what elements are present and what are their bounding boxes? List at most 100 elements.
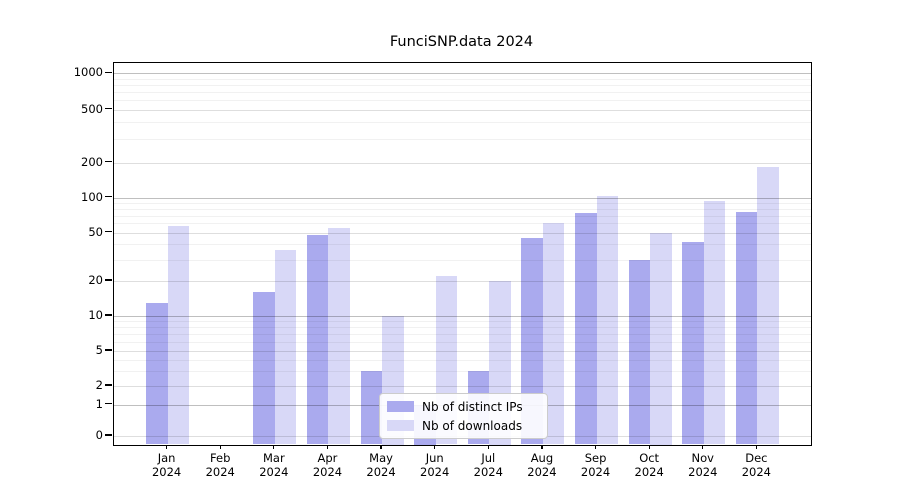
- bar-jan-distinct-ips: [146, 302, 168, 445]
- y-tick-mark: [105, 402, 112, 405]
- bar-apr-downloads: [328, 227, 350, 445]
- y-tick-label: 500: [81, 101, 103, 116]
- x-tick-label: Nov 2024: [688, 451, 718, 479]
- y-tick-label: 2: [95, 378, 103, 392]
- x-tick-mark: [219, 444, 221, 450]
- x-tick-label: Sep 2024: [580, 451, 611, 479]
- chart-title: FunciSNP.data 2024: [389, 34, 534, 50]
- y-gridline-minor: [114, 370, 811, 372]
- x-tick-label: Mar 2024: [259, 451, 289, 479]
- x-tick-mark: [648, 444, 650, 450]
- y-tick-label: 0: [95, 428, 103, 442]
- y-gridline-minor: [114, 78, 811, 80]
- bar-jan-downloads: [167, 225, 190, 445]
- x-tick-mark: [273, 444, 275, 450]
- y-gridline-minor: [114, 223, 811, 225]
- y-gridline: [114, 281, 811, 282]
- y-gridline-minor: [114, 215, 811, 217]
- y-tick-mark: [105, 71, 112, 73]
- y-tick-label: 1: [95, 396, 103, 411]
- bar-aug-distinct-ips: [521, 238, 543, 445]
- y-tick-mark: [105, 434, 112, 436]
- bar-aug-downloads: [542, 223, 565, 445]
- x-tick-mark: [434, 444, 436, 450]
- legend-swatch-downloads: [387, 420, 414, 431]
- x-tick-label: Feb 2024: [205, 451, 235, 479]
- y-tick-mark: [105, 160, 112, 163]
- y-tick-label: 20: [88, 273, 103, 287]
- y-tick-mark: [105, 314, 112, 316]
- y-gridline: [114, 109, 811, 111]
- y-gridline-minor: [114, 359, 811, 361]
- x-tick-mark: [755, 444, 758, 450]
- legend-label: Nb of downloads: [422, 418, 523, 433]
- bar-nov-distinct-ips: [682, 241, 704, 445]
- y-tick-label: 5: [95, 343, 103, 357]
- y-gridline-minor: [114, 122, 811, 124]
- bar-oct-distinct-ips: [628, 259, 651, 445]
- x-tick-label: Jan 2024: [151, 451, 182, 479]
- y-tick-mark: [105, 384, 112, 386]
- bar-nov-downloads: [703, 200, 726, 445]
- y-gridline-minor: [114, 321, 811, 323]
- legend: Nb of distinct IPs Nb of downloads: [379, 393, 548, 439]
- y-gridline: [114, 162, 811, 164]
- y-gridline: [114, 351, 811, 352]
- y-gridline: [114, 197, 811, 199]
- plot-area: [113, 61, 812, 446]
- y-gridline-minor: [114, 202, 811, 204]
- bar-mar-distinct-ips: [253, 292, 275, 445]
- x-tick-mark: [326, 444, 329, 450]
- y-gridline-minor: [114, 91, 811, 93]
- x-tick-label: Apr 2024: [312, 451, 343, 479]
- y-tick-label: 50: [88, 224, 103, 239]
- legend-label: Nb of distinct IPs: [422, 399, 523, 414]
- y-gridline-minor: [114, 139, 811, 141]
- y-gridline: [114, 316, 811, 317]
- y-gridline-minor: [114, 99, 811, 101]
- x-tick-label: Dec 2024: [741, 451, 772, 479]
- y-tick-mark: [105, 230, 112, 233]
- y-tick-mark: [105, 279, 112, 281]
- y-gridline-minor: [114, 341, 811, 343]
- y-tick-mark: [105, 107, 112, 110]
- y-tick-mark: [105, 195, 112, 198]
- bar-dec-downloads: [757, 166, 779, 445]
- x-tick-label: May 2024: [366, 451, 396, 479]
- bar-sep-distinct-ips: [575, 212, 597, 445]
- bar-sep-downloads: [596, 196, 619, 445]
- legend-item: Nb of distinct IPs: [380, 399, 547, 415]
- x-tick-mark: [541, 444, 543, 450]
- bar-may-distinct-ips: [360, 370, 383, 445]
- y-tick-label: 200: [81, 154, 103, 169]
- y-gridline-minor: [114, 327, 811, 329]
- y-tick-mark: [105, 349, 112, 351]
- bar-oct-downloads: [650, 232, 672, 445]
- x-tick-mark: [487, 444, 489, 450]
- bar-mar-downloads: [274, 249, 297, 445]
- y-gridline: [114, 73, 811, 75]
- y-gridline-minor: [114, 244, 811, 246]
- y-gridline-minor: [114, 334, 811, 335]
- legend-item: Nb of downloads: [380, 418, 547, 434]
- x-tick-mark: [702, 444, 704, 450]
- y-tick-label: 100: [81, 189, 103, 204]
- y-gridline: [114, 386, 811, 387]
- x-tick-label: Aug 2024: [527, 451, 557, 479]
- legend-swatch-distinct-ips: [387, 401, 414, 412]
- y-gridline-minor: [114, 84, 811, 86]
- x-tick-mark: [380, 444, 382, 450]
- x-tick-mark: [165, 444, 168, 450]
- bar-dec-distinct-ips: [735, 212, 758, 445]
- x-tick-label: Jul 2024: [473, 451, 503, 479]
- y-gridline: [114, 232, 811, 234]
- x-tick-mark: [594, 444, 597, 450]
- x-tick-label: Jun 2024: [420, 451, 450, 479]
- y-gridline-minor: [114, 259, 811, 261]
- y-gridline-minor: [114, 208, 811, 210]
- bar-apr-distinct-ips: [306, 234, 329, 445]
- y-tick-label: 10: [88, 308, 103, 322]
- x-tick-label: Oct 2024: [634, 451, 664, 479]
- y-tick-label: 1000: [73, 65, 103, 80]
